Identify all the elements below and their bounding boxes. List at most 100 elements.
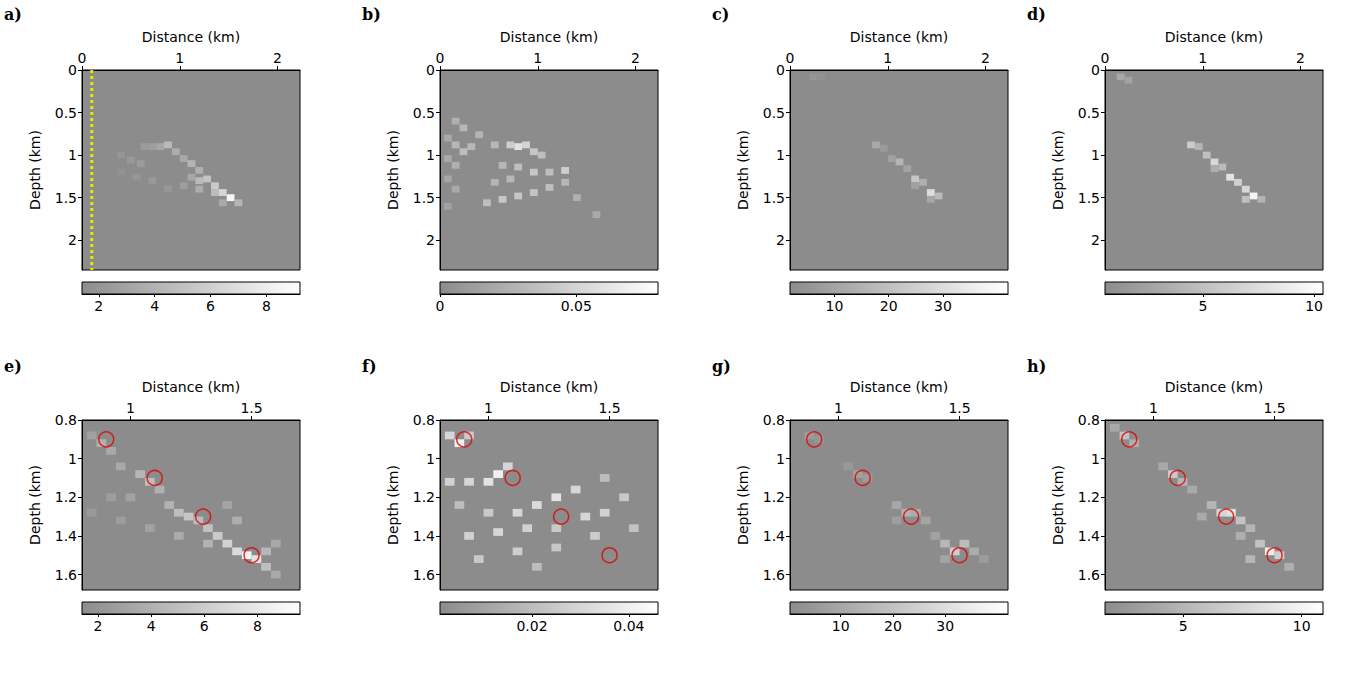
svg-text:0.5: 0.5 — [1078, 105, 1100, 121]
svg-text:1: 1 — [533, 50, 542, 66]
svg-text:0.05: 0.05 — [561, 298, 592, 314]
svg-text:d): d) — [1027, 5, 1046, 24]
svg-text:2: 2 — [1091, 232, 1100, 248]
svg-text:20: 20 — [884, 618, 902, 634]
svg-text:Distance (km): Distance (km) — [142, 29, 240, 45]
svg-text:10: 10 — [1293, 618, 1311, 634]
svg-text:0: 0 — [1091, 62, 1100, 78]
svg-text:2: 2 — [273, 50, 282, 66]
svg-text:1: 1 — [1149, 400, 1158, 416]
svg-text:4: 4 — [150, 298, 159, 314]
svg-text:Depth (km): Depth (km) — [1050, 465, 1066, 545]
svg-text:2: 2 — [981, 50, 990, 66]
svg-text:1.6: 1.6 — [413, 567, 435, 583]
svg-text:1.4: 1.4 — [1078, 528, 1100, 544]
svg-text:1: 1 — [1198, 50, 1207, 66]
svg-text:2: 2 — [93, 618, 102, 634]
svg-text:0: 0 — [786, 50, 795, 66]
svg-text:Distance (km): Distance (km) — [1165, 29, 1263, 45]
svg-text:Depth (km): Depth (km) — [735, 130, 751, 210]
svg-text:1.6: 1.6 — [1078, 567, 1100, 583]
svg-text:1.4: 1.4 — [763, 528, 785, 544]
svg-text:1.5: 1.5 — [948, 400, 970, 416]
svg-text:Depth (km): Depth (km) — [385, 465, 401, 545]
svg-text:5: 5 — [1179, 618, 1188, 634]
svg-text:a): a) — [4, 5, 22, 24]
svg-text:Depth (km): Depth (km) — [27, 465, 43, 545]
svg-text:20: 20 — [880, 298, 898, 314]
svg-text:0.8: 0.8 — [1078, 412, 1100, 428]
svg-text:1.2: 1.2 — [413, 489, 435, 505]
svg-text:b): b) — [362, 5, 381, 24]
svg-text:10: 10 — [1305, 298, 1323, 314]
svg-text:1.5: 1.5 — [413, 190, 435, 206]
svg-text:1.4: 1.4 — [413, 528, 435, 544]
svg-text:0.5: 0.5 — [55, 105, 77, 121]
svg-text:Depth (km): Depth (km) — [385, 130, 401, 210]
svg-text:1: 1 — [68, 451, 77, 467]
svg-text:Depth (km): Depth (km) — [1050, 130, 1066, 210]
svg-text:1.5: 1.5 — [763, 190, 785, 206]
svg-text:0: 0 — [776, 62, 785, 78]
svg-text:1: 1 — [1091, 451, 1100, 467]
svg-text:h): h) — [1027, 357, 1046, 376]
svg-text:1: 1 — [883, 50, 892, 66]
svg-text:1.6: 1.6 — [55, 567, 77, 583]
svg-text:1.5: 1.5 — [55, 190, 77, 206]
svg-text:0.8: 0.8 — [763, 412, 785, 428]
svg-text:Distance (km): Distance (km) — [850, 29, 948, 45]
svg-text:0.5: 0.5 — [763, 105, 785, 121]
svg-text:8: 8 — [253, 618, 262, 634]
svg-text:Depth (km): Depth (km) — [27, 130, 43, 210]
svg-text:2: 2 — [776, 232, 785, 248]
svg-text:2: 2 — [68, 232, 77, 248]
svg-text:2: 2 — [631, 50, 640, 66]
svg-text:5: 5 — [1198, 298, 1207, 314]
svg-text:c): c) — [712, 5, 729, 24]
svg-text:1.5: 1.5 — [1078, 190, 1100, 206]
svg-text:g): g) — [712, 357, 731, 376]
svg-text:6: 6 — [200, 618, 209, 634]
svg-text:f): f) — [362, 357, 376, 376]
svg-text:6: 6 — [206, 298, 215, 314]
svg-text:1.5: 1.5 — [240, 400, 262, 416]
svg-text:Depth (km): Depth (km) — [735, 465, 751, 545]
svg-text:0.5: 0.5 — [413, 105, 435, 121]
svg-text:0: 0 — [436, 298, 445, 314]
svg-text:1: 1 — [68, 147, 77, 163]
svg-text:0: 0 — [1101, 50, 1110, 66]
svg-text:e): e) — [4, 357, 22, 376]
svg-text:0: 0 — [78, 50, 87, 66]
svg-text:Distance (km): Distance (km) — [850, 379, 948, 395]
svg-text:1: 1 — [426, 147, 435, 163]
svg-text:1: 1 — [834, 400, 843, 416]
svg-text:0.8: 0.8 — [413, 412, 435, 428]
svg-text:0.8: 0.8 — [55, 412, 77, 428]
svg-text:2: 2 — [94, 298, 103, 314]
svg-text:1.5: 1.5 — [598, 400, 620, 416]
svg-text:1.2: 1.2 — [55, 489, 77, 505]
svg-text:0.02: 0.02 — [516, 618, 547, 634]
svg-text:1: 1 — [776, 451, 785, 467]
svg-text:10: 10 — [832, 618, 850, 634]
svg-text:10: 10 — [826, 298, 844, 314]
svg-text:1.5: 1.5 — [1263, 400, 1285, 416]
svg-text:2: 2 — [426, 232, 435, 248]
svg-text:0: 0 — [68, 62, 77, 78]
svg-text:0: 0 — [436, 50, 445, 66]
svg-text:4: 4 — [147, 618, 156, 634]
svg-text:1: 1 — [126, 400, 135, 416]
svg-text:Distance (km): Distance (km) — [500, 379, 598, 395]
svg-text:Distance (km): Distance (km) — [500, 29, 598, 45]
svg-text:1: 1 — [484, 400, 493, 416]
svg-text:1.6: 1.6 — [763, 567, 785, 583]
svg-text:1.4: 1.4 — [55, 528, 77, 544]
svg-text:1: 1 — [1091, 147, 1100, 163]
svg-text:Distance (km): Distance (km) — [1165, 379, 1263, 395]
svg-text:Distance (km): Distance (km) — [142, 379, 240, 395]
svg-text:1.2: 1.2 — [1078, 489, 1100, 505]
svg-text:0.04: 0.04 — [613, 618, 644, 634]
svg-text:1: 1 — [776, 147, 785, 163]
svg-text:1.2: 1.2 — [763, 489, 785, 505]
svg-text:0: 0 — [426, 62, 435, 78]
